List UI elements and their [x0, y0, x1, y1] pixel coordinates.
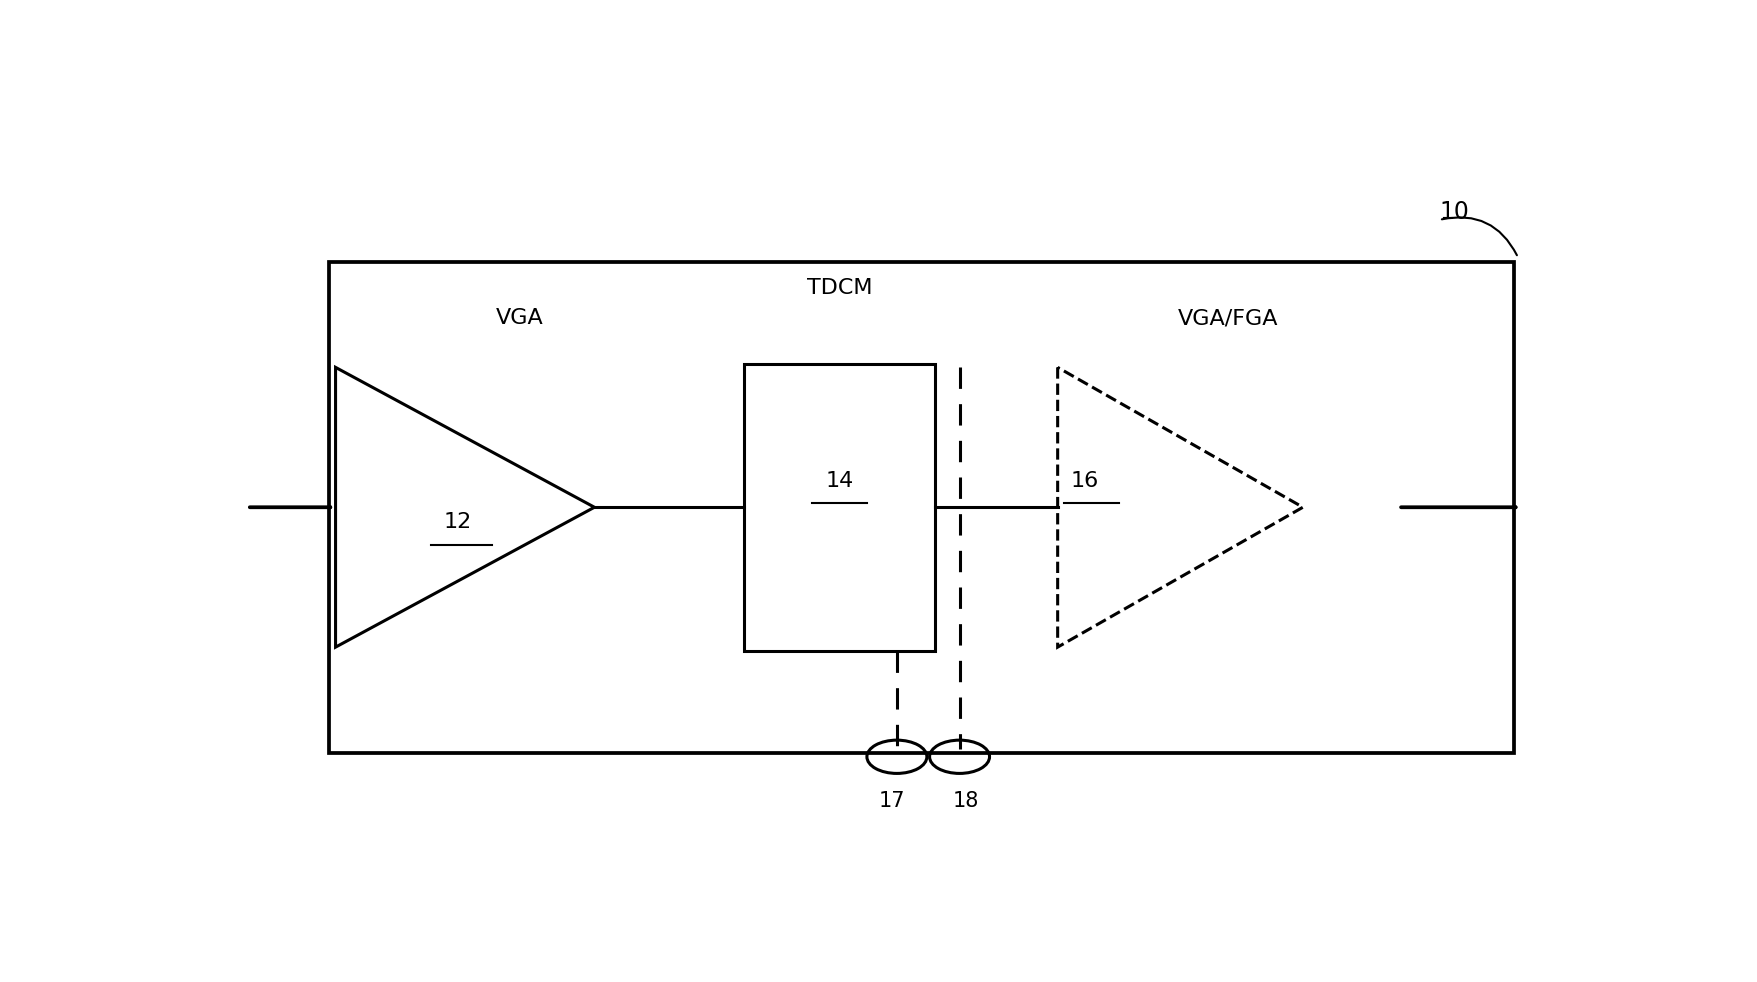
Text: VGA: VGA [495, 308, 543, 328]
Text: VGA/FGA: VGA/FGA [1177, 308, 1277, 328]
Text: 12: 12 [445, 513, 473, 532]
Text: 18: 18 [952, 791, 979, 811]
Text: 10: 10 [1439, 200, 1469, 224]
Bar [743, 363, 935, 651]
Text: TDCM: TDCM [806, 278, 871, 298]
Text: 16: 16 [1070, 470, 1098, 491]
Text: 14: 14 [826, 470, 854, 491]
Bar [329, 261, 1513, 753]
Text: 17: 17 [878, 791, 905, 811]
